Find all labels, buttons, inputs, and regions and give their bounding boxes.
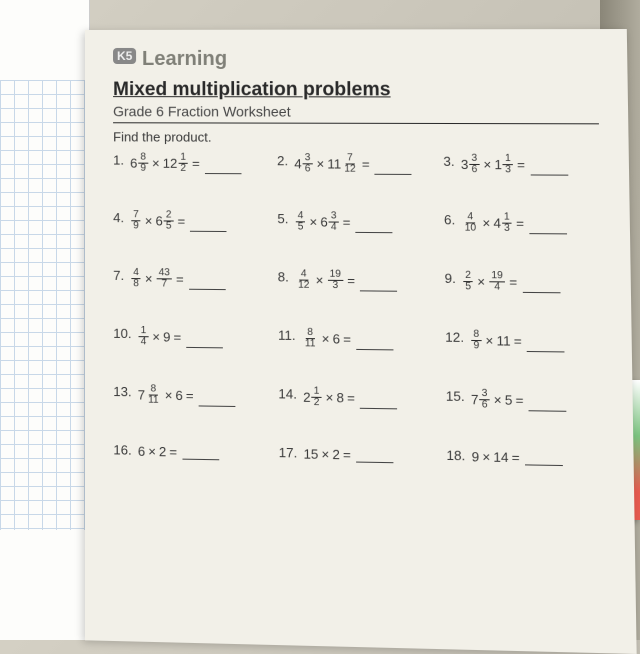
problem-number: 3. — [443, 154, 454, 169]
instruction-text: Find the product. — [113, 129, 599, 146]
expression: 6×2= — [138, 442, 219, 460]
problem-number: 13. — [113, 384, 131, 400]
answer-blank[interactable] — [199, 405, 236, 407]
expression: 25×194= — [462, 271, 560, 294]
problem-number: 6. — [444, 212, 455, 227]
worksheet-page: K5 Learning Mixed multiplication problem… — [85, 29, 637, 654]
expression: 48×437= — [130, 268, 225, 290]
problem-3: 3. 336×113= — [443, 154, 599, 176]
answer-blank[interactable] — [530, 174, 568, 175]
problem-16: 16. 6×2= — [113, 442, 266, 461]
problem-number: 18. — [446, 447, 465, 463]
expression: 736×5= — [471, 389, 567, 412]
answer-blank[interactable] — [527, 351, 565, 352]
problem-9: 9. 25×194= — [445, 271, 602, 294]
expression: 689×1212= — [130, 153, 241, 175]
answer-blank[interactable] — [523, 292, 561, 293]
answer-blank[interactable] — [525, 464, 563, 466]
expression: 89×11= — [470, 330, 565, 353]
problem-number: 11. — [278, 327, 296, 343]
problem-number: 2. — [277, 153, 288, 168]
problem-7: 7. 48×437= — [113, 268, 265, 291]
expression: 811×6= — [302, 328, 394, 351]
answer-blank[interactable] — [356, 349, 393, 350]
problem-number: 10. — [113, 326, 131, 341]
problem-1: 1. 689×1212= — [113, 152, 265, 174]
notebook-edge — [0, 0, 90, 640]
answer-blank[interactable] — [356, 232, 393, 233]
problem-number: 17. — [279, 445, 298, 461]
problem-2: 2. 436×11712= — [277, 153, 431, 175]
answer-blank[interactable] — [529, 233, 567, 234]
expression: 79×625= — [130, 210, 227, 232]
expression: 436×11712= — [294, 153, 412, 175]
problem-18: 18. 9×14= — [446, 447, 604, 466]
expression: 7811×6= — [138, 384, 236, 407]
expression: 9×14= — [471, 448, 562, 466]
problem-number: 12. — [445, 329, 464, 345]
problem-6: 6. 410×413= — [444, 212, 601, 235]
problem-8: 8. 412×193= — [278, 269, 433, 292]
answer-blank[interactable] — [375, 174, 412, 175]
page-subtitle: Grade 6 Fraction Worksheet — [113, 103, 599, 124]
problem-11: 11. 811×6= — [278, 327, 433, 350]
problems-grid: 1. 689×1212= 2. 436×11712= 3. 336×113= 4. 79×62… — [113, 152, 604, 466]
problem-number: 16. — [113, 442, 131, 458]
problem-4: 4. 79×625= — [113, 210, 265, 232]
expression: 212×8= — [303, 386, 397, 409]
problem-number: 5. — [277, 211, 288, 226]
expression: 336×113= — [461, 154, 568, 176]
expression: 410×413= — [461, 212, 567, 234]
answer-blank[interactable] — [205, 173, 242, 174]
notebook-grid — [0, 80, 85, 530]
problem-number: 14. — [278, 386, 297, 402]
answer-blank[interactable] — [360, 290, 397, 291]
problem-number: 8. — [278, 269, 289, 284]
problem-10: 10. 14×9= — [113, 326, 266, 349]
problem-17: 17. 15×2= — [279, 445, 434, 464]
problem-14: 14. 212×8= — [278, 386, 433, 410]
answer-blank[interactable] — [529, 410, 567, 412]
answer-blank[interactable] — [189, 289, 226, 290]
answer-blank[interactable] — [190, 231, 227, 232]
expression: 45×634= — [295, 211, 393, 233]
page-title: Mixed multiplication problems — [113, 79, 599, 102]
answer-blank[interactable] — [356, 462, 393, 464]
problem-number: 9. — [445, 271, 456, 287]
problem-15: 15. 736×5= — [446, 388, 604, 412]
answer-blank[interactable] — [186, 347, 223, 348]
problem-number: 15. — [446, 388, 465, 404]
problem-number: 7. — [113, 268, 124, 283]
answer-blank[interactable] — [182, 459, 219, 461]
expression: 412×193= — [295, 269, 397, 291]
problem-12: 12. 89×11= — [445, 329, 602, 353]
expression: 15×2= — [303, 445, 393, 463]
problem-number: 4. — [113, 210, 124, 225]
answer-blank[interactable] — [360, 408, 397, 410]
problem-number: 1. — [113, 152, 124, 167]
logo-badge: K5 — [113, 48, 136, 64]
problem-13: 13. 7811×6= — [113, 384, 266, 408]
problem-5: 5. 45×634= — [277, 211, 431, 233]
expression: 14×9= — [138, 326, 223, 348]
logo-text: Learning — [142, 48, 227, 70]
logo: K5 Learning — [113, 47, 598, 71]
